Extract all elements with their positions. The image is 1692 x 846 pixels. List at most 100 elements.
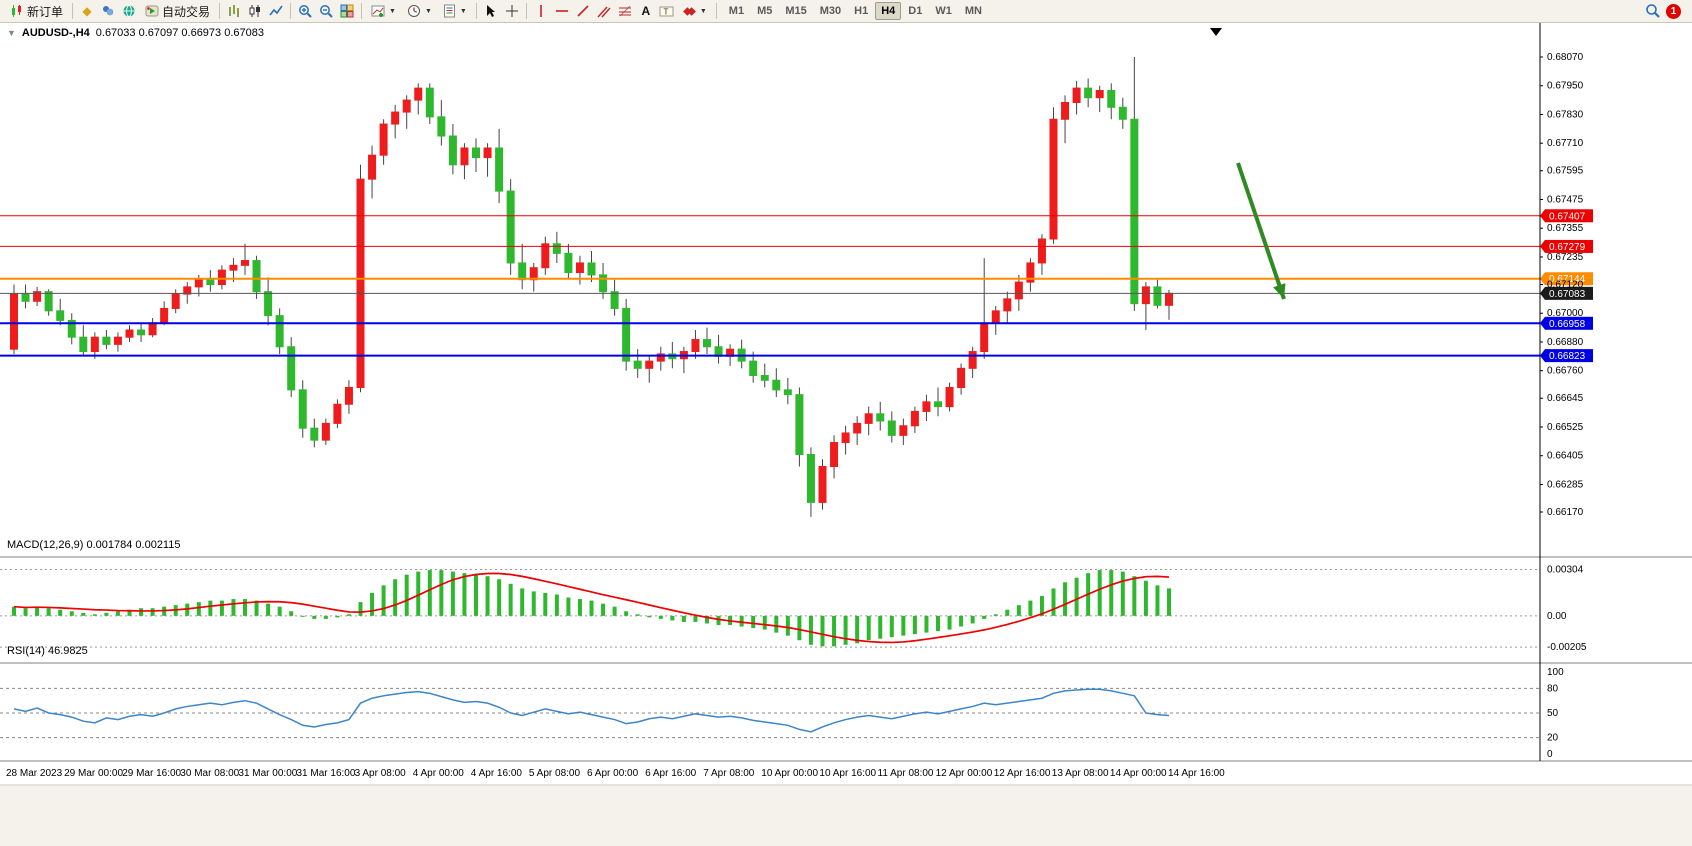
candle-body bbox=[229, 264, 238, 271]
time-axis-label: 6 Apr 00:00 bbox=[587, 768, 639, 779]
candle-body bbox=[102, 336, 111, 345]
chart-canvas[interactable]: 0.67407 0.67279 0.67144 0.66958 0.66823 0.670… bbox=[0, 23, 1692, 846]
candle-body bbox=[610, 291, 619, 309]
channel-tool-icon[interactable] bbox=[594, 1, 614, 21]
arrows-tool-button[interactable]: ▼ bbox=[678, 1, 712, 21]
vertical-line-tool-icon[interactable] bbox=[531, 1, 551, 21]
timeframe-button-d1[interactable]: D1 bbox=[908, 5, 923, 17]
candle-body bbox=[275, 315, 284, 348]
price-tag: 0.66958 bbox=[1540, 316, 1593, 330]
time-axis-label: 10 Apr 16:00 bbox=[819, 768, 876, 779]
templates-button[interactable]: ▼ bbox=[438, 1, 472, 21]
time-axis-label: 6 Apr 16:00 bbox=[645, 768, 697, 779]
chart-ohlc-values: 0.67033 0.67097 0.66973 0.67083 bbox=[95, 27, 264, 39]
candle-body bbox=[460, 147, 469, 166]
timeframe-button-m30[interactable]: M30 bbox=[819, 5, 842, 17]
time-axis-label: 29 Mar 16:00 bbox=[122, 768, 181, 779]
time-axis-label: 29 Mar 00:00 bbox=[64, 768, 123, 779]
candle-body bbox=[1141, 286, 1150, 305]
price-axis-label: 0.67830 bbox=[1547, 109, 1584, 120]
timeframe-button-w1[interactable]: W1 bbox=[935, 5, 952, 17]
tile-windows-icon[interactable] bbox=[337, 1, 357, 21]
price-axis[interactable]: 0.68070 0.67950 0.67830 0.67710 0.67595 0.674… bbox=[1540, 52, 1584, 518]
fibonacci-tool-icon[interactable] bbox=[615, 1, 635, 21]
candle-body bbox=[795, 394, 804, 456]
price-axis-label: 0.66760 bbox=[1547, 366, 1584, 377]
text-label-tool-icon[interactable]: T bbox=[657, 1, 677, 21]
trend-arrow-annotation[interactable] bbox=[1236, 162, 1286, 300]
candle-body bbox=[90, 336, 99, 353]
autotrade-button[interactable]: 自动交易 bbox=[140, 1, 215, 21]
notification-badge[interactable]: 1 bbox=[1666, 3, 1681, 19]
candle-body bbox=[356, 178, 365, 388]
main-toolbar: 新订单 ◆ 自动交易 ▼ ▼ ▼ bbox=[0, 0, 1692, 23]
timeframe-button-h1[interactable]: H1 bbox=[854, 5, 869, 17]
price-axis-label: 0.66405 bbox=[1547, 451, 1584, 462]
diamond-icon[interactable]: ◆ bbox=[82, 4, 92, 18]
time-axis-label: 12 Apr 16:00 bbox=[994, 768, 1051, 779]
users-icon[interactable] bbox=[98, 1, 118, 21]
timeframe-button-m1[interactable]: M1 bbox=[728, 5, 745, 17]
periods-button[interactable]: ▼ bbox=[402, 1, 437, 21]
chevron-down-icon: ▼ bbox=[459, 7, 467, 15]
time-axis-label: 5 Apr 08:00 bbox=[529, 768, 581, 779]
indicators-button[interactable]: ▼ bbox=[366, 1, 401, 21]
candle-body bbox=[772, 379, 781, 391]
macd-signal-line bbox=[13, 572, 1170, 644]
timeframe-button-h4[interactable]: H4 bbox=[875, 2, 902, 20]
candle-body bbox=[1061, 101, 1070, 120]
candle-body bbox=[10, 293, 18, 350]
time-axis-label: 14 Apr 16:00 bbox=[1168, 768, 1225, 779]
candle-body bbox=[864, 413, 873, 424]
toolbar-separator bbox=[72, 3, 74, 19]
candle-body bbox=[887, 420, 896, 436]
timeframe-button-m5[interactable]: M5 bbox=[757, 5, 773, 17]
toolbar-separator bbox=[475, 3, 477, 19]
time-axis-label: 10 Apr 00:00 bbox=[761, 768, 818, 779]
text-tool-icon[interactable]: A bbox=[641, 4, 651, 18]
template-icon bbox=[443, 4, 455, 18]
candle-body bbox=[1153, 286, 1162, 306]
cursor-icon[interactable] bbox=[481, 1, 501, 21]
globe-icon[interactable] bbox=[119, 1, 139, 21]
candle-body bbox=[552, 243, 561, 254]
candle-body bbox=[818, 465, 827, 503]
candle-body bbox=[44, 291, 53, 312]
candle-body bbox=[67, 319, 76, 338]
candle-body bbox=[853, 422, 862, 434]
timeframe-button-m15[interactable]: M15 bbox=[785, 5, 807, 17]
candle-body bbox=[703, 339, 711, 348]
timeframe-button-mn[interactable]: MN bbox=[964, 5, 982, 17]
price-tag: 0.67279 bbox=[1540, 239, 1593, 253]
price-axis-label: 0.67000 bbox=[1547, 308, 1584, 319]
rsi-axis-label: 0 bbox=[1547, 749, 1553, 760]
zoom-out-icon[interactable] bbox=[316, 1, 336, 21]
zoom-in-icon[interactable] bbox=[295, 1, 315, 21]
candle-body bbox=[321, 422, 330, 441]
candle-body bbox=[33, 291, 42, 302]
one-click-trading-toggle[interactable]: ▼ bbox=[7, 27, 16, 38]
candle-body bbox=[691, 339, 700, 353]
search-icon[interactable] bbox=[1643, 1, 1663, 21]
svg-text:0.67279: 0.67279 bbox=[1549, 242, 1586, 253]
time-axis-label: 28 Mar 2023 bbox=[6, 768, 63, 779]
horizontal-line-tool-icon[interactable] bbox=[552, 1, 572, 21]
line-chart-icon[interactable] bbox=[266, 1, 286, 21]
status-area bbox=[0, 786, 1692, 846]
time-axis[interactable]: 28 Mar 2023 29 Mar 00:00 29 Mar 16:00 30 Ma… bbox=[6, 768, 1225, 779]
candle-body bbox=[414, 87, 423, 101]
price-tag: 0.67083 bbox=[1540, 286, 1593, 300]
candle-body bbox=[425, 87, 434, 118]
candlestick-chart-icon[interactable] bbox=[245, 1, 265, 21]
timeframe-group: M1 M5 M15 M30 H1 H4 D1 W1 MN bbox=[723, 2, 988, 20]
trendline-tool-icon[interactable] bbox=[573, 1, 593, 21]
candle-body bbox=[379, 123, 388, 156]
time-axis-label: 3 Apr 08:00 bbox=[355, 768, 407, 779]
crosshair-icon[interactable] bbox=[502, 1, 522, 21]
toolbar-separator bbox=[290, 3, 292, 19]
chart-shift-marker[interactable] bbox=[1210, 28, 1222, 36]
bar-chart-icon[interactable] bbox=[224, 1, 244, 21]
price-axis-label: 0.66880 bbox=[1547, 337, 1584, 348]
toolbar-separator bbox=[361, 3, 363, 19]
new-order-button[interactable]: 新订单 bbox=[5, 1, 68, 21]
